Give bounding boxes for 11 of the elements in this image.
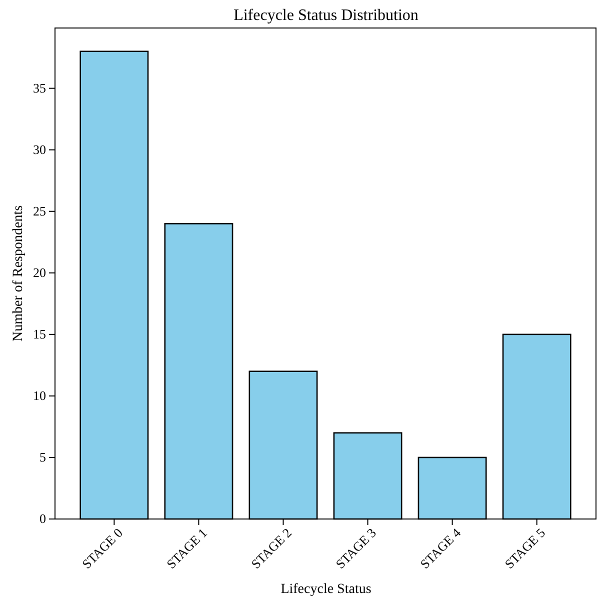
y-axis-title: Number of Respondents: [11, 205, 26, 342]
y-tick-label: 10: [33, 388, 46, 404]
y-tick-label: 5: [40, 450, 46, 465]
y-tick-label: 30: [33, 142, 46, 157]
y-tick-label: 20: [33, 265, 46, 280]
y-tick-label: 25: [33, 204, 46, 219]
y-tick-label: 15: [33, 326, 46, 342]
y-tick-label: 0: [40, 511, 46, 526]
chart-title: Lifecycle Status Distribution: [234, 7, 418, 24]
y-tick-label: 35: [33, 80, 46, 96]
x-axis-title: Lifecycle Status: [280, 582, 372, 597]
